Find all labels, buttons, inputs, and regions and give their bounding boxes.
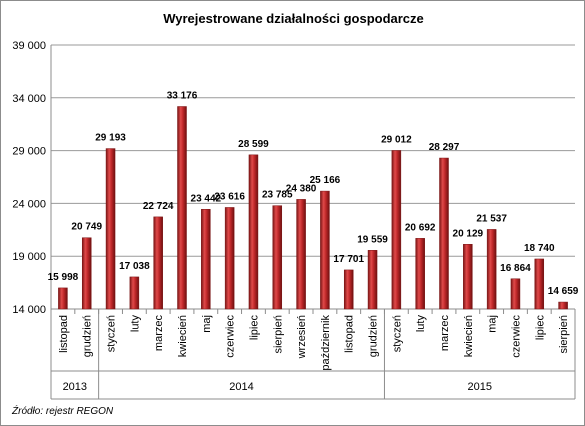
value-labels: 15 998 20 749 29 193 17 038 22 724 33 176 23 4… — [48, 91, 579, 298]
bar — [343, 269, 354, 310]
bar — [201, 209, 211, 310]
bar — [439, 157, 449, 310]
value-label: 22 724 — [143, 201, 174, 212]
value-label: 18 740 — [524, 243, 555, 254]
value-label: 17 701 — [333, 254, 364, 265]
bar — [224, 207, 235, 310]
y-tick-label: 34 000 — [12, 93, 46, 105]
value-label: 20 749 — [71, 222, 102, 233]
bar — [296, 199, 306, 310]
category-label: marzec — [153, 315, 165, 352]
value-label: 24 380 — [286, 183, 317, 194]
bar — [153, 216, 163, 310]
bar — [367, 250, 378, 310]
category-label: luty — [129, 315, 141, 333]
value-label: 14 659 — [548, 286, 579, 297]
bar — [272, 205, 283, 310]
value-label: 20 129 — [453, 228, 484, 239]
y-tick-label: 24 000 — [12, 198, 46, 210]
value-label: 33 176 — [167, 91, 198, 102]
value-label: 29 193 — [95, 133, 126, 144]
category-label: czerwiec — [510, 315, 522, 358]
bar — [510, 278, 521, 310]
category-label: maj — [201, 315, 213, 333]
value-label: 23 442 — [191, 193, 222, 204]
category-label: czerwiec — [225, 315, 237, 358]
value-label: 29 012 — [381, 134, 412, 145]
value-label: 28 599 — [238, 139, 269, 150]
category-label: grudzień — [82, 315, 94, 357]
year-label: 2015 — [467, 381, 491, 393]
year-label: 2013 — [63, 381, 87, 393]
bar — [391, 150, 402, 310]
category-label: październik — [320, 315, 332, 371]
category-label: listopad — [344, 315, 356, 353]
bar — [248, 154, 259, 310]
category-label: wrzesień — [296, 315, 308, 359]
value-label: 20 692 — [405, 222, 436, 233]
bars — [58, 106, 568, 310]
bar — [81, 237, 92, 310]
category-label: kwiecień — [177, 315, 189, 357]
category-label: marzec — [439, 315, 451, 352]
category-label: lipiec — [534, 315, 546, 341]
y-tick-label: 39 000 — [12, 40, 46, 52]
category-label: lipiec — [248, 315, 260, 341]
category-label: luty — [415, 315, 427, 333]
bar — [415, 238, 425, 310]
value-label: 23 785 — [262, 190, 293, 201]
category-label: styczeń — [391, 315, 403, 352]
chart-title: Wyrejestrowane działalności gospodarcze — [163, 11, 424, 26]
value-label: 28 297 — [429, 142, 460, 153]
y-tick-label: 14 000 — [12, 304, 46, 316]
bar — [129, 276, 140, 310]
bar — [320, 190, 330, 310]
bar — [486, 229, 497, 310]
value-label: 23 616 — [214, 191, 245, 202]
category-label: sierpień — [558, 315, 570, 354]
value-label: 25 166 — [310, 175, 341, 186]
bar — [463, 244, 473, 310]
axes: 14 000 19 000 24 000 29 000 34 000 39 000 — [12, 40, 576, 400]
bar — [177, 106, 187, 310]
source-note: Źródło: rejestr REGON — [12, 406, 114, 417]
category-label: styczeń — [106, 315, 118, 352]
y-tick-label: 29 000 — [12, 146, 46, 158]
category-label: sierpień — [272, 315, 284, 354]
bar — [558, 301, 568, 310]
value-label: 15 998 — [48, 272, 79, 283]
bar — [58, 287, 68, 310]
value-label: 21 537 — [476, 213, 507, 224]
value-label: 19 559 — [357, 234, 388, 245]
year-groups: 2013 2014 2015 — [63, 309, 492, 399]
category-label: kwiecień — [463, 315, 475, 357]
value-label: 16 864 — [500, 263, 531, 274]
bar — [534, 258, 545, 310]
category-label: grudzień — [368, 315, 380, 357]
year-label: 2014 — [229, 381, 253, 393]
y-tick-label: 19 000 — [12, 251, 46, 263]
value-label: 17 038 — [119, 261, 150, 272]
category-label: maj — [487, 315, 499, 333]
category-labels: listopad grudzień styczeń luty marzec kwiecie… — [58, 315, 570, 371]
category-label: listopad — [58, 315, 70, 353]
bar — [105, 148, 116, 310]
